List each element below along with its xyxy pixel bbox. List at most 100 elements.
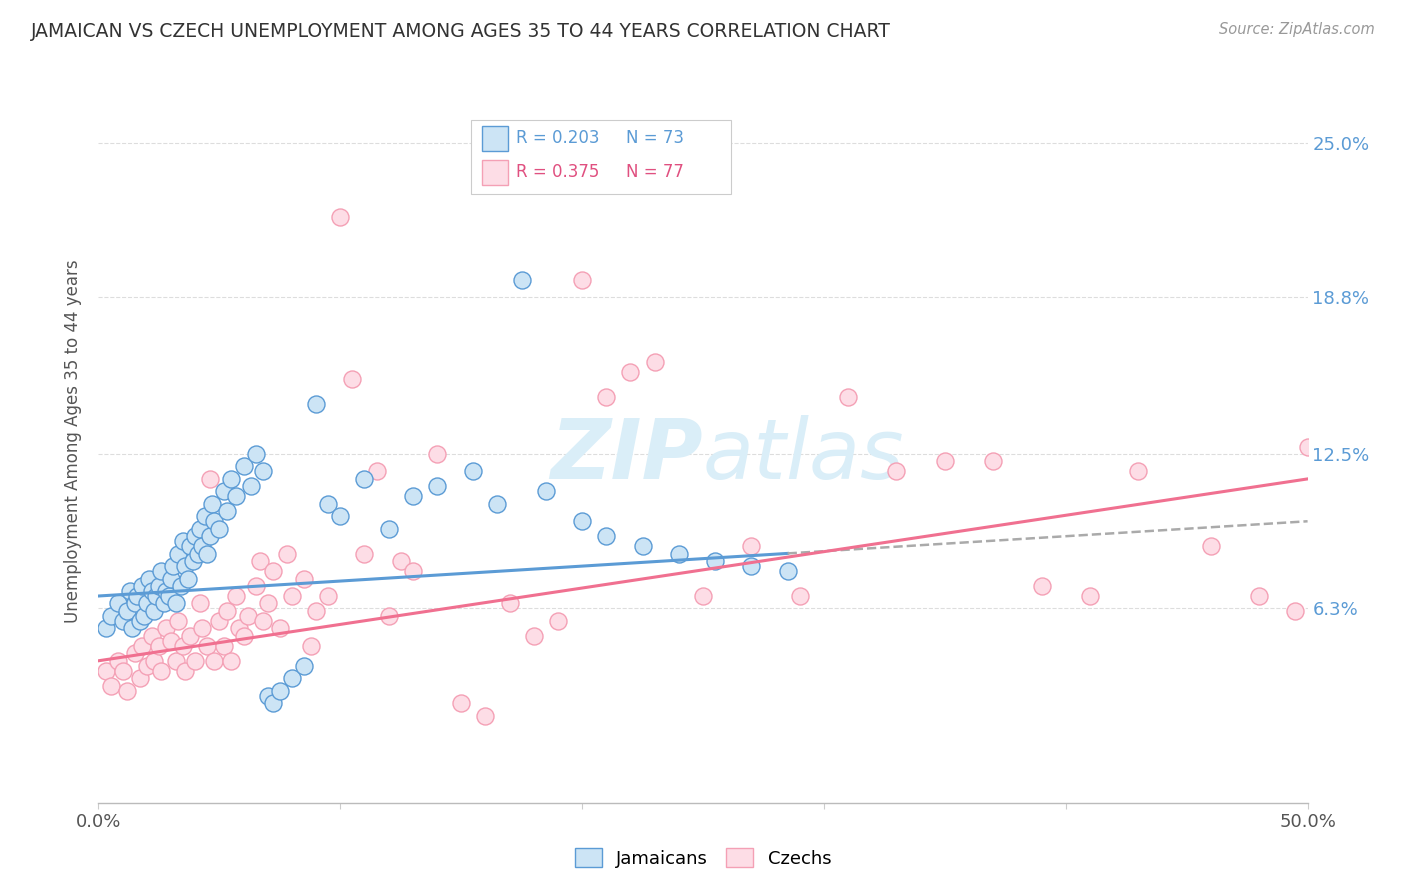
Text: JAMAICAN VS CZECH UNEMPLOYMENT AMONG AGES 35 TO 44 YEARS CORRELATION CHART: JAMAICAN VS CZECH UNEMPLOYMENT AMONG AGE…: [31, 22, 891, 41]
Point: [208, 522, 231, 536]
Point: [631, 539, 654, 553]
Point: [155, 621, 177, 635]
Point: [934, 454, 956, 468]
Point: [204, 514, 226, 528]
Text: R = 0.375: R = 0.375: [516, 163, 599, 181]
Point: [118, 584, 141, 599]
Text: Source: ZipAtlas.com: Source: ZipAtlas.com: [1219, 22, 1375, 37]
Point: [100, 609, 122, 624]
Point: [221, 472, 243, 486]
Point: [329, 211, 352, 225]
Point: [172, 534, 194, 549]
Point: [134, 609, 156, 624]
Point: [402, 489, 425, 503]
Point: [619, 365, 641, 379]
Point: [148, 639, 170, 653]
Point: [150, 564, 173, 578]
Point: [215, 604, 238, 618]
Point: [776, 564, 799, 578]
Point: [299, 639, 322, 653]
Point: [281, 589, 304, 603]
Point: [316, 497, 339, 511]
Point: [107, 597, 129, 611]
Point: [157, 589, 180, 603]
Point: [111, 614, 134, 628]
Point: [571, 514, 593, 528]
Point: [191, 621, 214, 635]
Point: [595, 529, 617, 543]
Point: [402, 564, 425, 578]
Point: [215, 504, 238, 518]
Point: [162, 559, 184, 574]
Point: [174, 664, 197, 678]
Text: ZIP: ZIP: [550, 416, 703, 497]
Point: [131, 579, 153, 593]
Text: R = 0.203: R = 0.203: [516, 129, 599, 147]
Point: [138, 572, 160, 586]
Point: [135, 597, 157, 611]
Point: [1296, 440, 1319, 454]
Point: [143, 604, 166, 618]
Point: [128, 671, 150, 685]
Point: [117, 683, 139, 698]
Point: [837, 390, 859, 404]
Point: [181, 554, 204, 568]
Point: [204, 654, 226, 668]
Point: [269, 621, 291, 635]
Point: [523, 629, 546, 643]
Point: [184, 654, 207, 668]
Point: [292, 572, 315, 586]
Point: [152, 597, 174, 611]
Point: [269, 683, 291, 698]
Point: [128, 614, 150, 628]
Point: [377, 609, 399, 624]
Point: [547, 614, 569, 628]
Point: [131, 639, 153, 653]
Point: [740, 559, 762, 574]
Point: [191, 539, 214, 553]
Point: [135, 658, 157, 673]
Point: [510, 272, 533, 286]
Point: [172, 639, 194, 653]
Point: [221, 654, 243, 668]
Point: [377, 522, 399, 536]
Point: [692, 589, 714, 603]
Point: [262, 564, 284, 578]
Point: [117, 604, 139, 618]
Y-axis label: Unemployment Among Ages 35 to 44 years: Unemployment Among Ages 35 to 44 years: [65, 260, 83, 624]
Point: [595, 390, 617, 404]
Point: [704, 554, 727, 568]
Point: [188, 522, 211, 536]
Point: [463, 465, 485, 479]
Point: [165, 654, 187, 668]
Point: [150, 664, 173, 678]
Point: [195, 639, 218, 653]
Point: [225, 589, 247, 603]
Point: [245, 447, 267, 461]
Point: [329, 509, 352, 524]
Point: [1128, 465, 1150, 479]
Point: [94, 621, 117, 635]
Point: [232, 629, 254, 643]
Point: [474, 708, 496, 723]
Point: [740, 539, 762, 553]
Point: [305, 397, 328, 411]
Point: [426, 447, 449, 461]
Point: [1249, 589, 1271, 603]
Point: [174, 559, 197, 574]
Point: [160, 572, 183, 586]
Point: [252, 614, 274, 628]
Text: N = 73: N = 73: [626, 129, 683, 147]
Point: [342, 372, 364, 386]
Point: [155, 584, 177, 599]
Point: [256, 689, 278, 703]
Point: [534, 484, 557, 499]
Point: [141, 584, 163, 599]
Point: [195, 547, 218, 561]
Point: [212, 484, 235, 499]
Point: [232, 459, 254, 474]
Point: [121, 621, 143, 635]
Text: atlas: atlas: [703, 416, 904, 497]
Point: [426, 479, 449, 493]
Point: [353, 547, 375, 561]
